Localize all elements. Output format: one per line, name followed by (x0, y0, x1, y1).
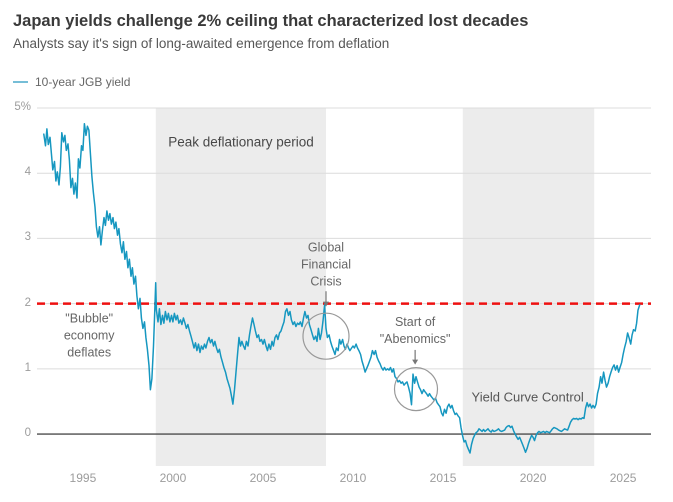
y-axis-tick-0: 0 (24, 427, 31, 440)
annotation-bubble: "Bubble" economy deflates (63, 311, 115, 360)
x-axis-tick-2005: 2005 (249, 471, 277, 485)
y-axis-tick-4: 4 (24, 166, 31, 179)
shaded-region-ycc (462, 108, 595, 466)
gfc-highlight-circle (302, 312, 350, 360)
annotation-abenomics: Start of "Abenomics" (379, 315, 451, 347)
x-axis-tick-2020: 2020 (519, 471, 547, 485)
x-axis-tick-2025: 2025 (609, 471, 637, 485)
jgb-yield-line (43, 122, 641, 454)
x-axis-tick-2000: 2000 (159, 471, 187, 485)
gfc-arrowhead-icon (322, 301, 329, 307)
x-axis-tick-2010: 2010 (339, 471, 367, 485)
region-label-ycc: Yield Curve Control (471, 389, 584, 405)
page-title: Japan yields challenge 2% ceiling that c… (13, 12, 529, 30)
legend: 10-year JGB yield (13, 75, 130, 89)
annotation-gfc: Global Financial Crisis (300, 240, 351, 289)
y-axis-tick-2: 2 (24, 296, 31, 309)
legend-label: 10-year JGB yield (35, 75, 131, 89)
y-axis-tick-3: 3 (24, 231, 31, 244)
y-axis-tick-5%: 5% (14, 101, 31, 113)
shaded-region-peak-deflation (155, 108, 326, 466)
region-label-peak-deflation: Peak deflationary period (168, 134, 314, 150)
abenomics-highlight-circle (393, 367, 439, 412)
abenomics-arrowhead-icon (412, 359, 419, 365)
x-axis-tick-1995: 1995 (69, 471, 97, 485)
chart-subtitle: Analysts say it's sign of long-awaited e… (13, 36, 390, 51)
legend-line-swatch-icon (13, 80, 28, 84)
y-axis-tick-1: 1 (24, 361, 31, 374)
x-axis-tick-2015: 2015 (429, 471, 457, 485)
